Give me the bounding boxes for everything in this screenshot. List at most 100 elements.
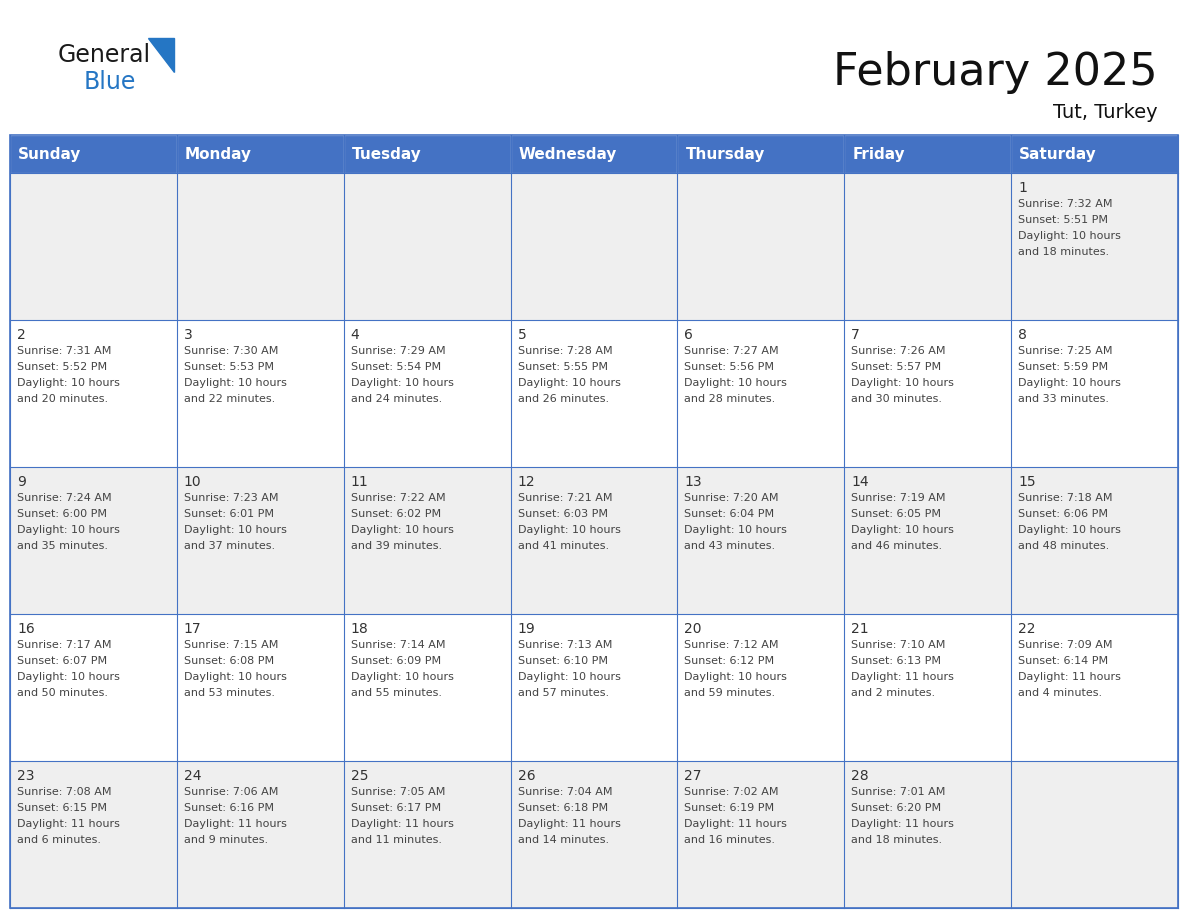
Text: 26: 26 bbox=[518, 769, 536, 783]
Text: Daylight: 11 hours: Daylight: 11 hours bbox=[17, 819, 120, 829]
Bar bbox=[677, 761, 845, 908]
Text: Sunset: 5:51 PM: Sunset: 5:51 PM bbox=[1018, 215, 1108, 225]
Text: Daylight: 11 hours: Daylight: 11 hours bbox=[518, 819, 620, 829]
Text: and 22 minutes.: and 22 minutes. bbox=[184, 394, 276, 404]
Text: Daylight: 10 hours: Daylight: 10 hours bbox=[684, 378, 788, 388]
Text: and 18 minutes.: and 18 minutes. bbox=[1018, 247, 1110, 257]
Bar bbox=[677, 173, 845, 320]
Bar bbox=[1011, 173, 1178, 320]
Text: Sunset: 6:14 PM: Sunset: 6:14 PM bbox=[1018, 656, 1108, 666]
Text: Daylight: 10 hours: Daylight: 10 hours bbox=[350, 525, 454, 535]
Text: Sunset: 5:57 PM: Sunset: 5:57 PM bbox=[852, 362, 941, 372]
Text: Sunrise: 7:28 AM: Sunrise: 7:28 AM bbox=[518, 346, 612, 356]
Text: 18: 18 bbox=[350, 622, 368, 636]
Text: Daylight: 10 hours: Daylight: 10 hours bbox=[684, 525, 788, 535]
Bar bbox=[511, 135, 677, 173]
Text: Sunset: 6:01 PM: Sunset: 6:01 PM bbox=[184, 509, 274, 519]
Text: 12: 12 bbox=[518, 475, 536, 489]
Text: and 50 minutes.: and 50 minutes. bbox=[17, 688, 108, 698]
Text: 8: 8 bbox=[1018, 328, 1026, 342]
Text: Sunset: 5:52 PM: Sunset: 5:52 PM bbox=[17, 362, 107, 372]
Bar bbox=[845, 135, 1011, 173]
Bar bbox=[511, 761, 677, 908]
Text: Daylight: 10 hours: Daylight: 10 hours bbox=[17, 525, 120, 535]
Text: Sunrise: 7:02 AM: Sunrise: 7:02 AM bbox=[684, 787, 779, 797]
Text: 2: 2 bbox=[17, 328, 26, 342]
Text: Sunrise: 7:12 AM: Sunrise: 7:12 AM bbox=[684, 640, 779, 650]
Text: Friday: Friday bbox=[852, 147, 905, 162]
Bar bbox=[177, 614, 343, 761]
Text: and 26 minutes.: and 26 minutes. bbox=[518, 394, 608, 404]
Text: Sunrise: 7:09 AM: Sunrise: 7:09 AM bbox=[1018, 640, 1113, 650]
Text: and 20 minutes.: and 20 minutes. bbox=[17, 394, 108, 404]
Text: Daylight: 10 hours: Daylight: 10 hours bbox=[518, 378, 620, 388]
Bar bbox=[511, 173, 677, 320]
Text: 19: 19 bbox=[518, 622, 536, 636]
Text: Monday: Monday bbox=[185, 147, 252, 162]
Bar bbox=[177, 320, 343, 467]
Text: Sunrise: 7:31 AM: Sunrise: 7:31 AM bbox=[17, 346, 112, 356]
Text: 16: 16 bbox=[17, 622, 34, 636]
Text: 17: 17 bbox=[184, 622, 202, 636]
Text: Sunset: 6:06 PM: Sunset: 6:06 PM bbox=[1018, 509, 1108, 519]
Text: Sunset: 5:59 PM: Sunset: 5:59 PM bbox=[1018, 362, 1108, 372]
Text: Sunrise: 7:05 AM: Sunrise: 7:05 AM bbox=[350, 787, 446, 797]
Bar bbox=[10, 614, 177, 761]
Text: Tut, Turkey: Tut, Turkey bbox=[1054, 103, 1158, 121]
Text: 10: 10 bbox=[184, 475, 202, 489]
Text: and 41 minutes.: and 41 minutes. bbox=[518, 541, 608, 551]
Text: Sunrise: 7:32 AM: Sunrise: 7:32 AM bbox=[1018, 199, 1113, 209]
Text: Daylight: 10 hours: Daylight: 10 hours bbox=[17, 672, 120, 682]
Text: 15: 15 bbox=[1018, 475, 1036, 489]
Text: Daylight: 11 hours: Daylight: 11 hours bbox=[184, 819, 286, 829]
Bar bbox=[1011, 614, 1178, 761]
Bar bbox=[177, 173, 343, 320]
Text: 4: 4 bbox=[350, 328, 360, 342]
Text: and 11 minutes.: and 11 minutes. bbox=[350, 835, 442, 845]
Bar bbox=[1011, 320, 1178, 467]
Text: Sunrise: 7:15 AM: Sunrise: 7:15 AM bbox=[184, 640, 278, 650]
Text: and 57 minutes.: and 57 minutes. bbox=[518, 688, 608, 698]
Text: Sunset: 5:55 PM: Sunset: 5:55 PM bbox=[518, 362, 607, 372]
Text: 9: 9 bbox=[17, 475, 26, 489]
Text: 5: 5 bbox=[518, 328, 526, 342]
Text: Daylight: 11 hours: Daylight: 11 hours bbox=[1018, 672, 1121, 682]
Text: and 16 minutes.: and 16 minutes. bbox=[684, 835, 776, 845]
Text: Sunset: 6:08 PM: Sunset: 6:08 PM bbox=[184, 656, 274, 666]
Text: Daylight: 10 hours: Daylight: 10 hours bbox=[1018, 525, 1121, 535]
Text: Sunset: 6:15 PM: Sunset: 6:15 PM bbox=[17, 803, 107, 813]
Text: Sunrise: 7:23 AM: Sunrise: 7:23 AM bbox=[184, 493, 278, 503]
Text: and 55 minutes.: and 55 minutes. bbox=[350, 688, 442, 698]
Text: February 2025: February 2025 bbox=[833, 50, 1158, 94]
Text: Sunrise: 7:08 AM: Sunrise: 7:08 AM bbox=[17, 787, 112, 797]
Text: Daylight: 10 hours: Daylight: 10 hours bbox=[350, 672, 454, 682]
Text: and 28 minutes.: and 28 minutes. bbox=[684, 394, 776, 404]
Text: 22: 22 bbox=[1018, 622, 1036, 636]
Text: Sunrise: 7:25 AM: Sunrise: 7:25 AM bbox=[1018, 346, 1113, 356]
Text: 23: 23 bbox=[17, 769, 34, 783]
Text: Daylight: 10 hours: Daylight: 10 hours bbox=[350, 378, 454, 388]
Bar bbox=[177, 135, 343, 173]
Text: Sunrise: 7:13 AM: Sunrise: 7:13 AM bbox=[518, 640, 612, 650]
Text: Sunrise: 7:18 AM: Sunrise: 7:18 AM bbox=[1018, 493, 1113, 503]
Text: Sunset: 6:13 PM: Sunset: 6:13 PM bbox=[852, 656, 941, 666]
Text: and 59 minutes.: and 59 minutes. bbox=[684, 688, 776, 698]
Bar bbox=[511, 467, 677, 614]
Text: and 14 minutes.: and 14 minutes. bbox=[518, 835, 608, 845]
Bar bbox=[1011, 467, 1178, 614]
Text: Daylight: 10 hours: Daylight: 10 hours bbox=[184, 378, 286, 388]
Text: Sunset: 6:19 PM: Sunset: 6:19 PM bbox=[684, 803, 775, 813]
Text: 6: 6 bbox=[684, 328, 694, 342]
Text: and 37 minutes.: and 37 minutes. bbox=[184, 541, 274, 551]
Bar bbox=[10, 761, 177, 908]
Text: Sunset: 6:18 PM: Sunset: 6:18 PM bbox=[518, 803, 608, 813]
Text: 1: 1 bbox=[1018, 181, 1026, 195]
Text: 20: 20 bbox=[684, 622, 702, 636]
Bar bbox=[511, 614, 677, 761]
Bar bbox=[177, 761, 343, 908]
Bar bbox=[845, 467, 1011, 614]
Text: Daylight: 10 hours: Daylight: 10 hours bbox=[518, 525, 620, 535]
Bar bbox=[845, 320, 1011, 467]
Bar bbox=[845, 614, 1011, 761]
Text: Daylight: 11 hours: Daylight: 11 hours bbox=[852, 672, 954, 682]
